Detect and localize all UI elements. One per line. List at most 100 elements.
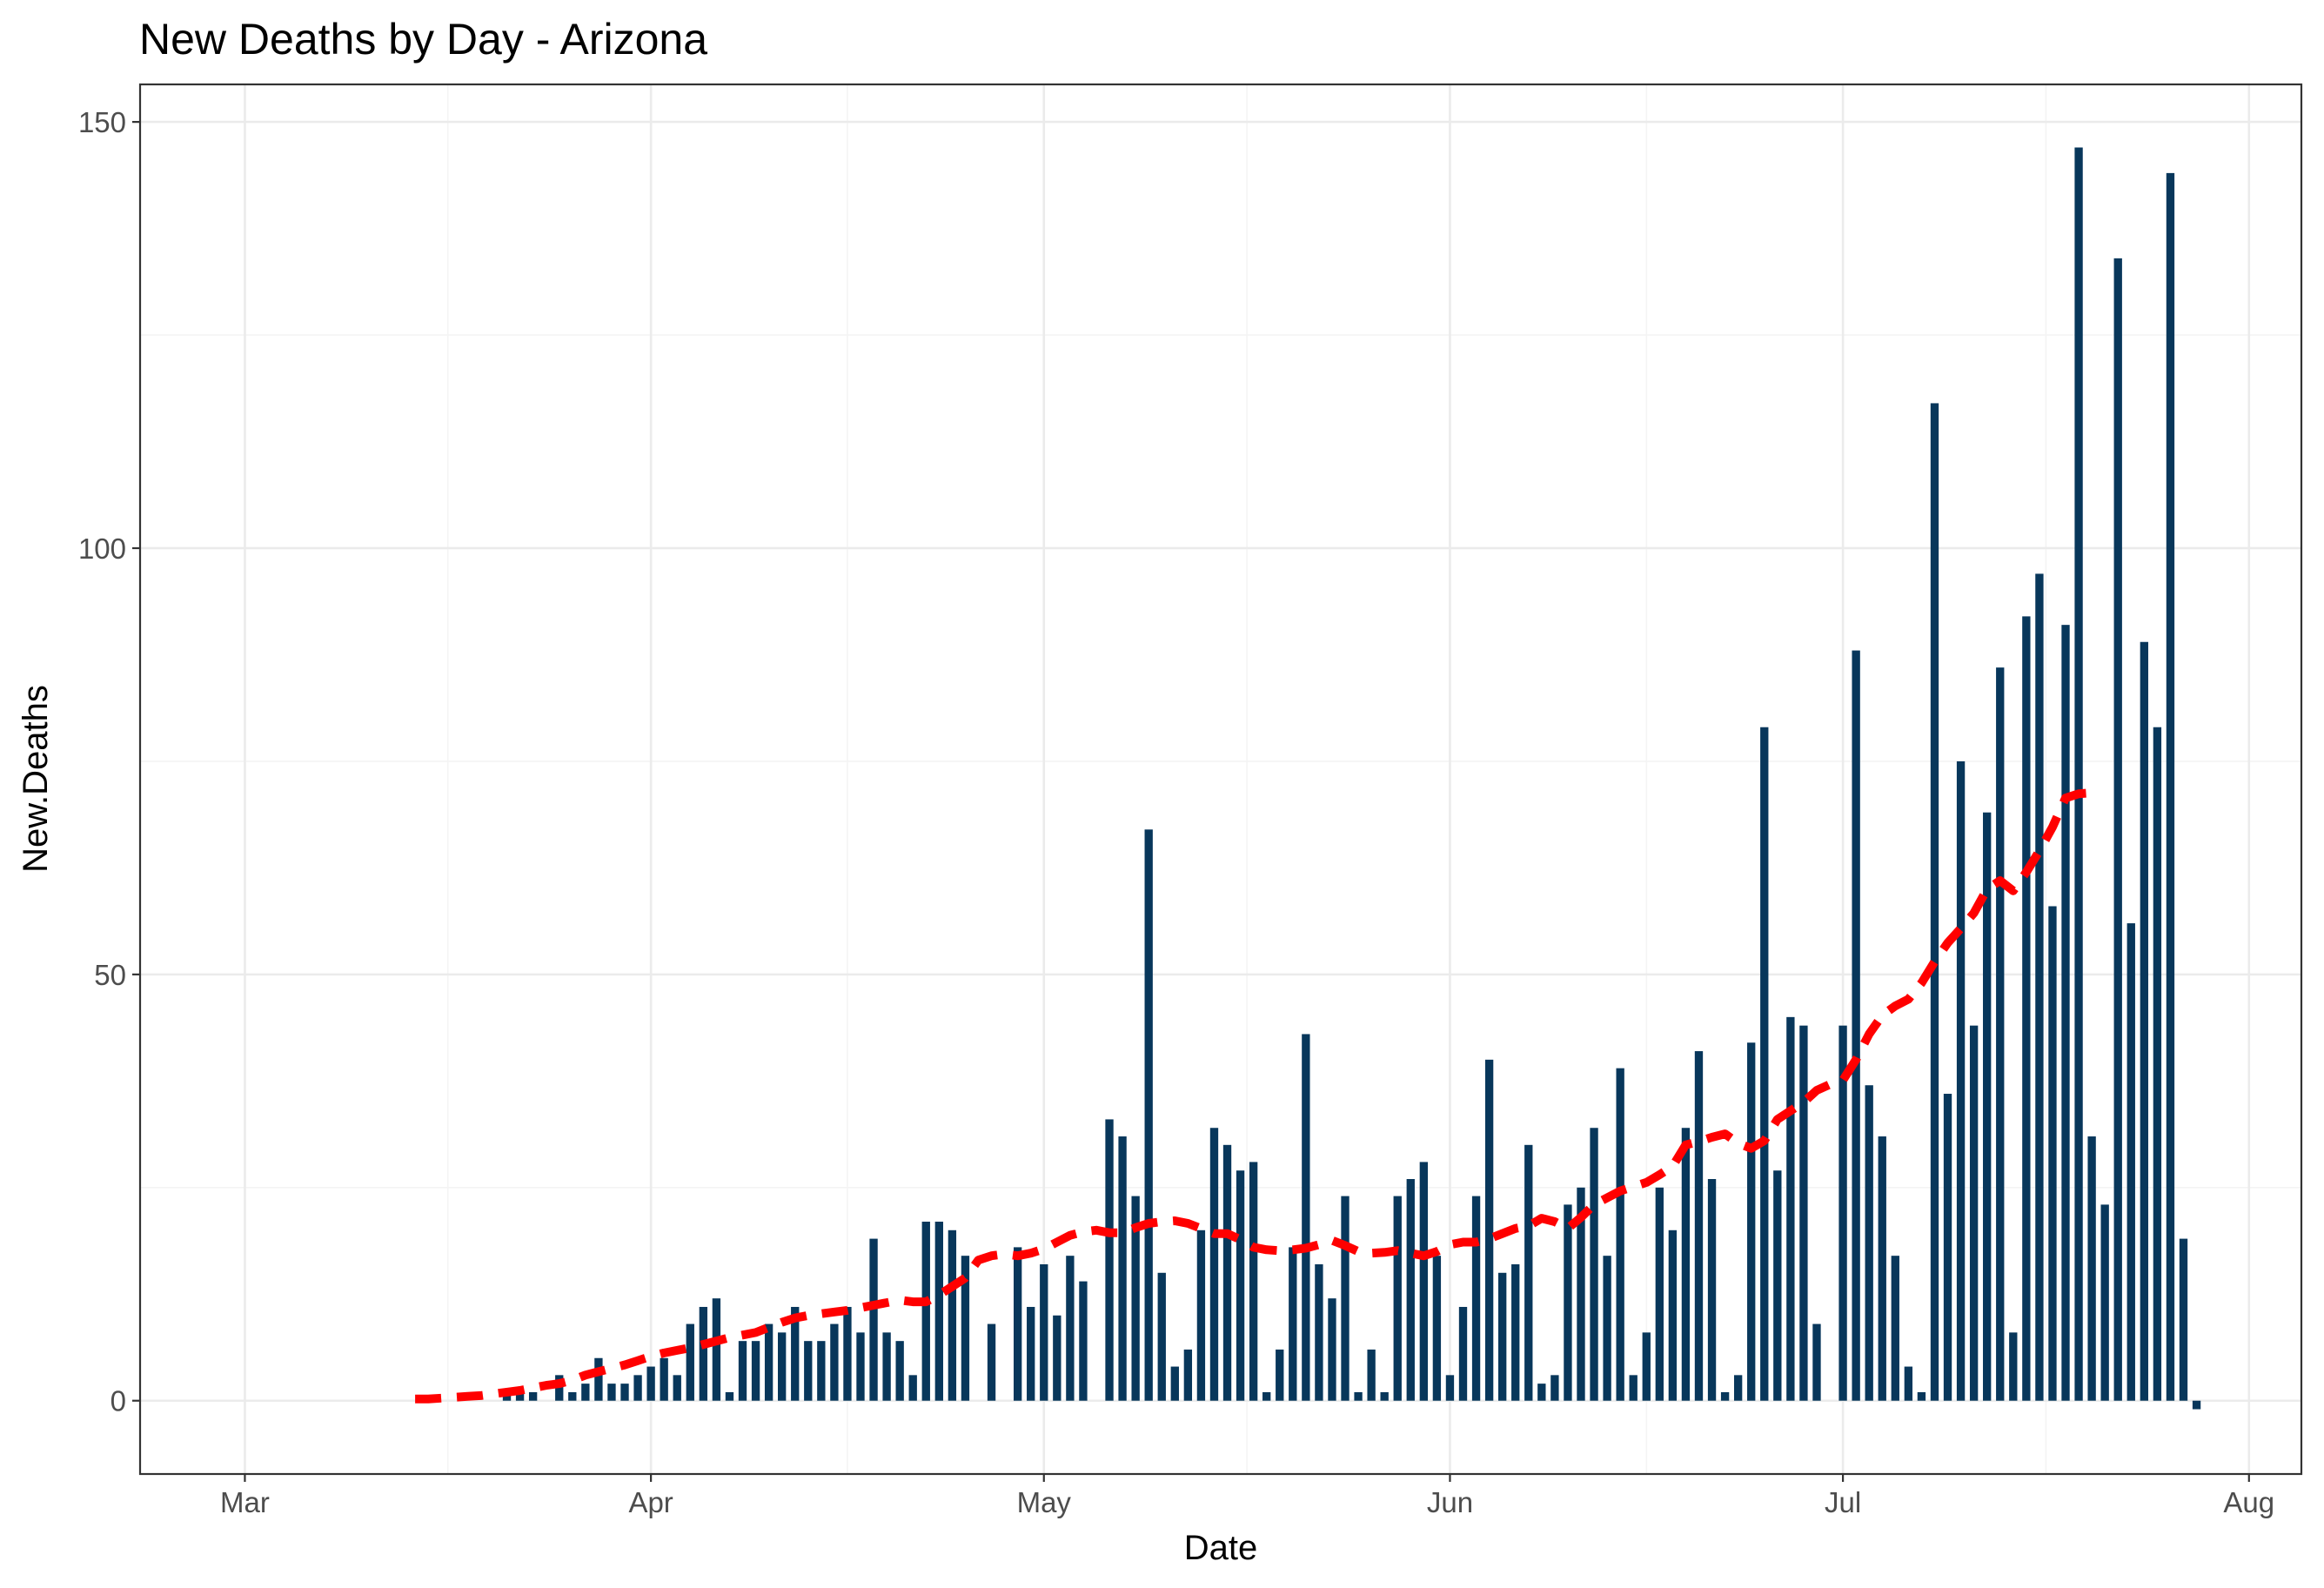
bar [1209,1128,1219,1401]
bar [1445,1375,1455,1401]
bar [856,1332,865,1401]
x-tick-label: Aug [2223,1486,2274,1518]
x-tick-label: Jun [1427,1486,1473,1518]
bar [1458,1306,1468,1401]
bar [1878,1136,1886,1401]
bar [2192,1400,2201,1410]
bar [1328,1298,1336,1401]
bar [1367,1349,1376,1401]
bar [2140,641,2149,1401]
bar [699,1306,708,1401]
bar [1891,1256,1899,1401]
bar [1471,1196,1481,1401]
bar [1484,1059,1494,1401]
bar [2166,172,2175,1401]
bar [1432,1256,1442,1401]
bar [1196,1230,1206,1401]
bar [2179,1238,2188,1401]
bar [1131,1196,1140,1401]
bar [1773,1170,1782,1401]
x-tick-label: Mar [220,1486,270,1518]
bar [1655,1187,1664,1401]
bar [1354,1391,1363,1401]
bar [1564,1204,1572,1401]
y-tick-label: 50 [94,959,126,991]
bar [738,1341,747,1401]
bar [1249,1162,1258,1401]
bar [1786,1016,1795,1401]
y-axis-title: New.Deaths [17,685,55,873]
x-tick-label: Apr [628,1486,673,1518]
bar [607,1384,616,1401]
bar [1629,1375,1638,1401]
bar [1747,1042,1756,1401]
bar [1498,1272,1507,1401]
bar [1760,727,1769,1401]
bar [1289,1247,1297,1401]
bar [1720,1391,1730,1401]
bar [712,1298,721,1401]
y-tick-label: 100 [78,533,126,565]
y-axis: 0 50 100 150 [78,106,140,1417]
bar [1511,1263,1520,1401]
bar [528,1391,538,1401]
bar [1707,1179,1717,1401]
bar [2126,923,2135,1401]
bar [1969,1025,1979,1401]
bar [830,1323,839,1401]
bar [1865,1085,1873,1401]
bar [1341,1196,1350,1401]
bar [620,1384,629,1401]
bar [1904,1366,1913,1401]
bar [1616,1068,1624,1401]
bar [1694,1051,1704,1401]
bar [1406,1179,1415,1401]
bar [987,1323,996,1401]
bar [2022,616,2031,1401]
rolling-average-series [415,788,2093,1404]
bar [1276,1349,1284,1401]
bar [581,1384,590,1401]
bar [1222,1144,1232,1401]
bar [1917,1391,1926,1401]
bar [1040,1263,1048,1401]
bar [1053,1315,1062,1401]
bar [1590,1128,1598,1401]
bar [1393,1196,1402,1401]
bar [568,1391,577,1401]
x-tick-label: May [1017,1486,1072,1518]
bar [1013,1247,1022,1401]
bar [725,1391,734,1401]
bar [1956,760,1966,1401]
bar [1262,1391,1271,1401]
bar [1812,1323,1821,1401]
plot-panel [140,84,2301,1474]
bar [1838,1025,1847,1401]
plot-panel-border [138,83,2303,1476]
bar [1799,1025,1808,1401]
bar [751,1341,760,1401]
bar [1079,1281,1088,1401]
bar [1733,1375,1743,1401]
bar [1943,1094,1952,1401]
bar [1066,1256,1075,1401]
bar [1983,812,1992,1401]
bar [921,1221,930,1401]
bar [764,1323,774,1401]
bar [2153,727,2162,1401]
bar [882,1332,891,1401]
bar [660,1357,668,1401]
y-tick-label: 0 [111,1385,126,1417]
bar [1315,1263,1323,1401]
bar [1537,1384,1546,1401]
bar [1852,650,1860,1401]
bar [1027,1306,1035,1401]
bar [961,1256,970,1401]
bar [948,1230,957,1401]
bar [1603,1256,1611,1401]
y-tick-label: 150 [78,106,126,138]
minor-gridlines [140,84,2301,1474]
x-axis: Mar Apr May Jun Jul Aug [220,1474,2274,1518]
bar [2035,573,2044,1401]
